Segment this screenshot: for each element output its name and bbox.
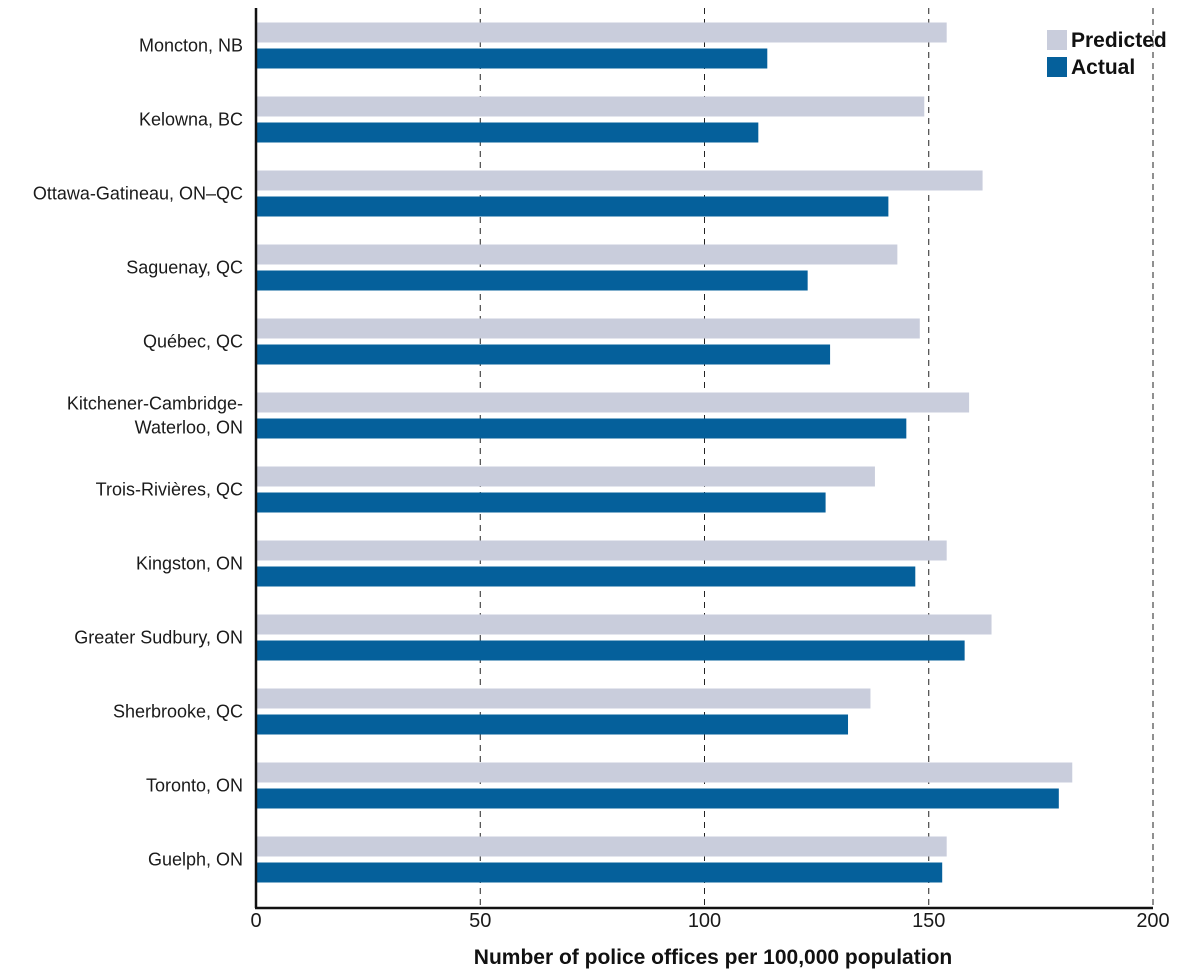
bar-actual: [256, 788, 1059, 809]
category-label: Guelph, ON: [148, 850, 243, 870]
bar-predicted: [256, 22, 947, 43]
x-axis-title: Number of police offices per 100,000 pop…: [474, 946, 952, 969]
category-label: Moncton, NB: [139, 36, 243, 56]
gridlines: [479, 8, 1154, 908]
category-label: Saguenay, QC: [126, 258, 243, 278]
bar-predicted: [256, 96, 925, 117]
bar-predicted: [256, 392, 970, 413]
category-label: Québec, QC: [143, 332, 243, 352]
category-label: Sherbrooke, QC: [113, 702, 243, 722]
legend: Predicted Actual: [1047, 29, 1167, 79]
bar-predicted: [256, 688, 871, 709]
bar-predicted: [256, 244, 898, 265]
bar-actual: [256, 862, 943, 883]
bar-predicted: [256, 540, 947, 561]
bar-predicted: [256, 170, 983, 191]
bar-actual: [256, 714, 849, 735]
bar-actual: [256, 196, 889, 217]
legend-swatch-predicted: [1047, 30, 1067, 50]
category-label: Kelowna, BC: [139, 110, 243, 130]
bar-actual: [256, 640, 965, 661]
x-tick-label: 150: [912, 910, 945, 932]
x-tick-label: 100: [688, 910, 721, 932]
legend-label-actual: Actual: [1071, 56, 1135, 79]
x-tick-label: 50: [469, 910, 491, 932]
legend-label-predicted: Predicted: [1071, 29, 1167, 52]
category-label: Kitchener-Cambridge-: [67, 394, 243, 414]
x-tick-label: 0: [250, 910, 261, 932]
category-label: Greater Sudbury, ON: [74, 628, 243, 648]
category-label: Trois-Rivières, QC: [96, 480, 243, 500]
x-tick-label: 200: [1136, 910, 1169, 932]
bar-actual: [256, 566, 916, 587]
bar-predicted: [256, 614, 992, 635]
bar-actual: [256, 122, 759, 143]
legend-swatch-actual: [1047, 57, 1067, 77]
bar-predicted: [256, 318, 920, 339]
category-label: Kingston, ON: [136, 554, 243, 574]
bar-actual: [256, 48, 768, 69]
bar-actual: [256, 344, 831, 365]
bars: [256, 22, 1073, 883]
bar-actual: [256, 418, 907, 439]
bar-predicted: [256, 836, 947, 857]
bar-actual: [256, 492, 826, 513]
bar-predicted: [256, 762, 1073, 783]
category-label: Ottawa-Gatineau, ON–QC: [33, 184, 243, 204]
x-tick-labels: 0 50 100 150 200: [250, 910, 1169, 932]
bar-predicted: [256, 466, 875, 487]
bar-actual: [256, 270, 808, 291]
category-label: Waterloo, ON: [135, 418, 243, 438]
category-label: Toronto, ON: [146, 776, 243, 796]
category-labels: Moncton, NB Kelowna, BC Ottawa-Gatineau, O…: [33, 36, 243, 870]
